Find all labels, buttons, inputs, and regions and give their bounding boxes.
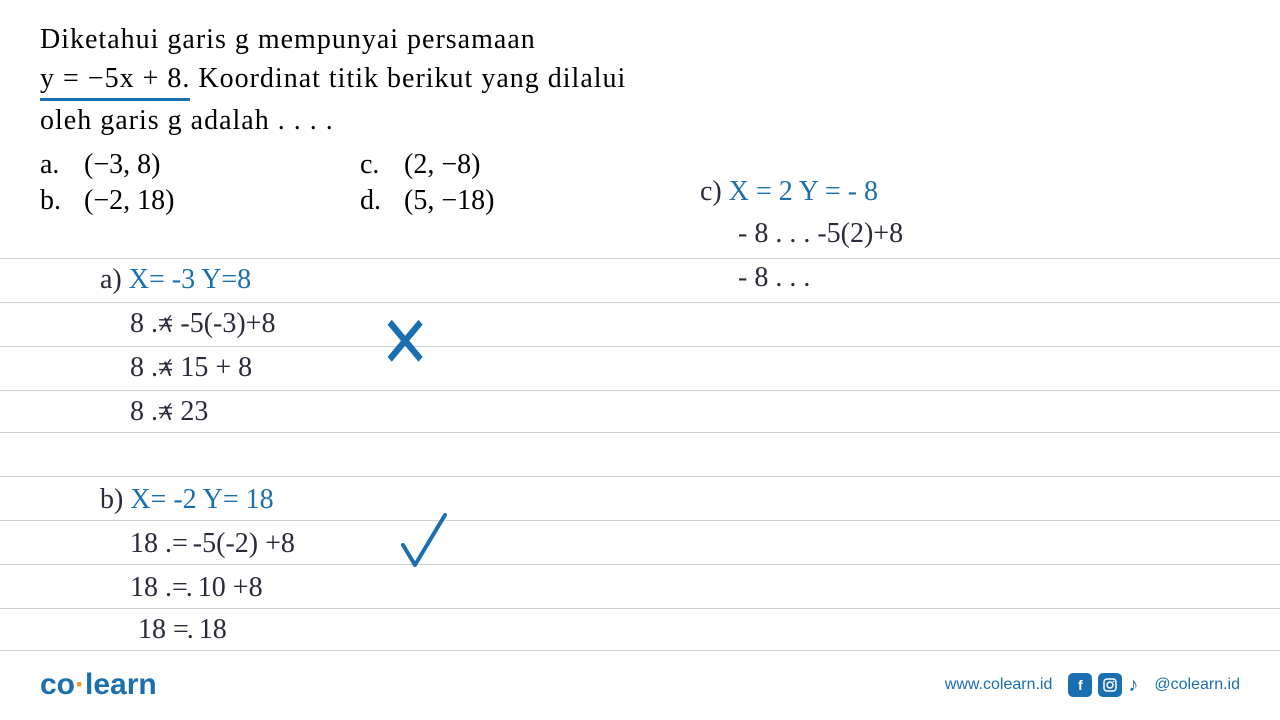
option-c-value: (2, −8) <box>404 149 480 181</box>
equation-underlined: y = −5x + 8. <box>40 59 190 101</box>
question-line3: oleh garis g adalah . . . . <box>40 101 1240 140</box>
option-d: d. (5, −18) <box>360 185 494 217</box>
check-mark-icon <box>400 510 450 594</box>
work-b-line2: 18 .=. 10 +8 <box>130 572 263 604</box>
work-a-letter: a) <box>100 264 122 295</box>
work-c-line2: - 8 . . . <box>738 262 810 294</box>
tiktok-icon[interactable]: ♪ <box>1128 674 1138 697</box>
ruled-line <box>0 302 1280 303</box>
option-a-letter: a. <box>40 149 84 181</box>
ruled-line <box>0 476 1280 477</box>
logo: co·learn <box>40 668 157 702</box>
website-link[interactable]: www.colearn.id <box>945 676 1053 694</box>
option-b-value: (−2, 18) <box>84 185 174 217</box>
question-line1: Diketahui garis g mempunyai persamaan <box>40 20 1240 59</box>
cross-mark-icon: ✕ <box>380 301 430 385</box>
option-d-letter: d. <box>360 185 404 217</box>
options-container: a. (−3, 8) b. (−2, 18) c. (2, −8) d. (5,… <box>40 149 1240 217</box>
ruled-line <box>0 608 1280 609</box>
work-a-vars: X= -3 Y=8 <box>129 264 251 295</box>
work-a-line3: 8 .≠ 23 <box>130 396 208 428</box>
footer: co·learn www.colearn.id f ♪ @colearn.id <box>0 668 1280 702</box>
logo-co: co <box>40 668 75 701</box>
option-c: c. (2, −8) <box>360 149 494 181</box>
logo-learn: learn <box>85 668 157 701</box>
logo-dot-icon: · <box>75 668 85 701</box>
option-a: a. (−3, 8) <box>40 149 360 181</box>
ruled-line <box>0 432 1280 433</box>
ruled-line <box>0 564 1280 565</box>
work-a-line2: 8 .≠ 15 + 8 <box>130 352 252 384</box>
facebook-icon[interactable]: f <box>1068 673 1092 697</box>
social-icons: f ♪ <box>1068 673 1138 697</box>
work-b-line1: 18 .= -5(-2) +8 <box>130 528 295 560</box>
question-line2-rest: Koordinat titik berikut yang dilalui <box>190 63 626 94</box>
option-b: b. (−2, 18) <box>40 185 360 217</box>
work-a-line1: 8 .≠ -5(-3)+8 <box>130 308 275 340</box>
option-b-letter: b. <box>40 185 84 217</box>
ruled-line <box>0 390 1280 391</box>
work-c-letter: c) <box>700 176 722 207</box>
work-b-line3: 18 =. 18 <box>138 614 227 646</box>
work-a-header: a) X= -3 Y=8 <box>100 264 251 296</box>
option-d-value: (5, −18) <box>404 185 494 217</box>
work-b-letter: b) <box>100 484 123 515</box>
social-handle[interactable]: @colearn.id <box>1154 676 1240 694</box>
option-a-value: (−3, 8) <box>84 149 160 181</box>
ruled-line <box>0 346 1280 347</box>
ruled-line <box>0 258 1280 259</box>
work-c-line1: - 8 . . . -5(2)+8 <box>738 218 903 250</box>
work-b-header: b) X= -2 Y= 18 <box>100 484 274 516</box>
work-b-vars: X= -2 Y= 18 <box>130 484 273 515</box>
option-c-letter: c. <box>360 149 404 181</box>
work-c-header: c) X = 2 Y = - 8 <box>700 176 878 208</box>
work-c-vars: X = 2 Y = - 8 <box>729 176 878 207</box>
question-line2: y = −5x + 8. Koordinat titik berikut yan… <box>40 59 1240 101</box>
ruled-line <box>0 520 1280 521</box>
instagram-icon[interactable] <box>1098 673 1122 697</box>
ruled-line <box>0 650 1280 651</box>
